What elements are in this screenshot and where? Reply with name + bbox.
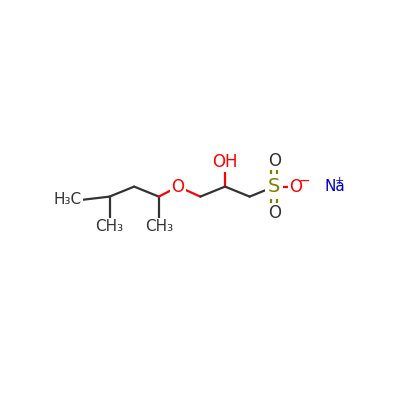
Text: S: S: [268, 177, 280, 196]
Text: CH₃: CH₃: [145, 219, 173, 234]
Text: O: O: [268, 152, 281, 170]
Text: OH: OH: [212, 153, 238, 171]
Text: O: O: [268, 204, 281, 222]
Text: O: O: [172, 178, 184, 196]
Text: −: −: [298, 174, 310, 188]
Text: O: O: [289, 178, 302, 196]
Text: H₃C: H₃C: [54, 192, 82, 207]
Text: Na: Na: [324, 179, 345, 194]
Text: CH₃: CH₃: [96, 219, 124, 234]
Text: +: +: [335, 176, 344, 186]
